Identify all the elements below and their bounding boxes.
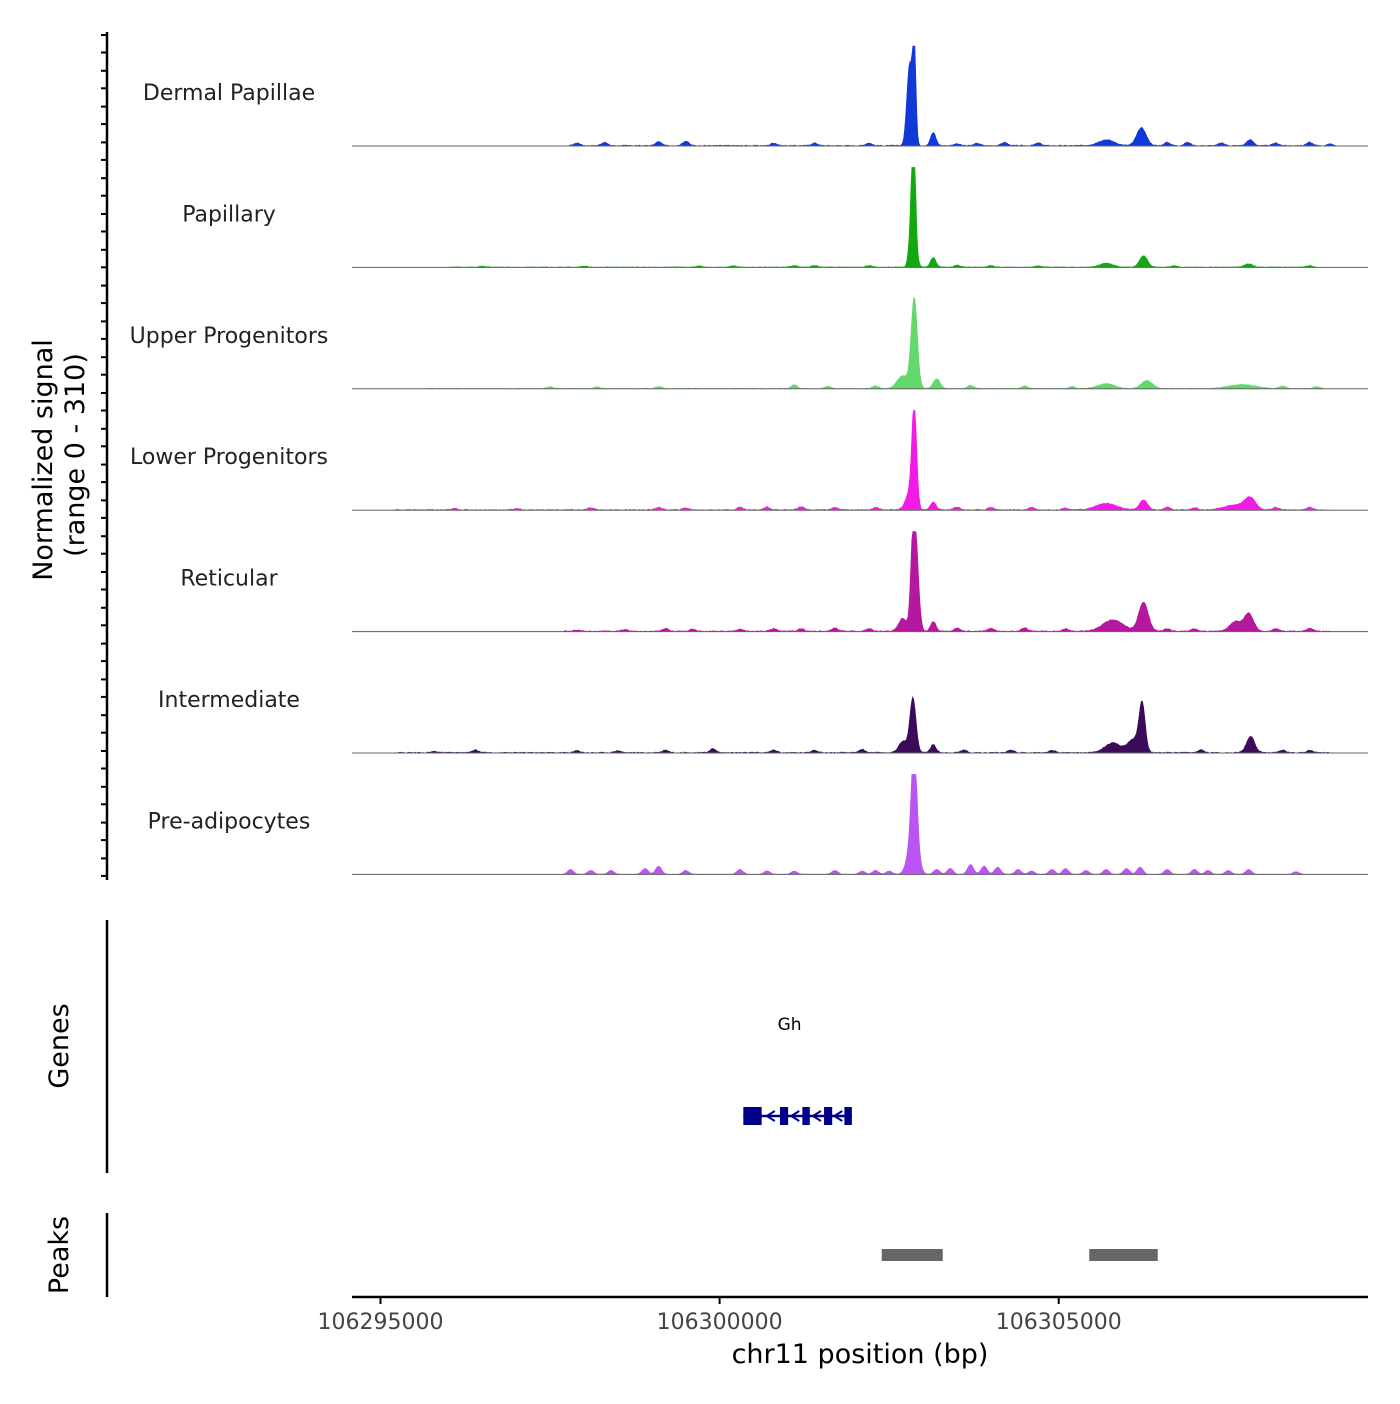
y-axis-range-label: (range 0 - 310) [60,353,91,557]
strand-arrow [811,1110,822,1122]
track-label-upper-progenitors: Upper Progenitors [130,324,329,349]
gene-exon [824,1107,833,1125]
gene-gh: Gh [743,1015,852,1125]
track-intermediate: Intermediate [158,688,1368,754]
coverage-y-axis-ticks [101,34,107,877]
track-reticular: Reticular [180,531,1368,633]
track-label-lower-progenitors: Lower Progenitors [130,445,328,470]
track-lower-progenitors: Lower Progenitors [130,409,1368,511]
y-axis-title: Normalized signal [28,339,59,581]
x-axis-title: chr11 position (bp) [732,1339,989,1370]
peak-track [881,1249,1158,1261]
signal-area-papillary [352,167,1368,268]
peak-region [881,1249,943,1261]
signal-area-reticular [352,531,1368,632]
track-dermal-papillae: Dermal Papillae [143,45,1368,147]
signal-area-upper-progenitors [352,296,1368,390]
strand-arrow [764,1110,776,1122]
track-pre-adipocytes: Pre-adipocytes [148,774,1368,875]
signal-area-dermal-papillae [352,45,1368,147]
track-papillary: Papillary [182,167,1368,268]
strand-arrow [789,1110,800,1122]
gene-exon [844,1107,852,1125]
strand-arrow [832,1110,843,1122]
track-label-dermal-papillae: Dermal Papillae [143,81,315,106]
track-label-reticular: Reticular [180,567,278,592]
gene-exon [743,1107,762,1125]
track-label-papillary: Papillary [182,202,276,227]
genes-track-label: Genes [44,1003,75,1088]
x-axis-tick-label: 106300000 [657,1310,783,1335]
peak-region [1089,1249,1158,1261]
x-axis-tick-label: 106295000 [317,1310,443,1335]
signal-area-lower-progenitors [352,409,1368,511]
signal-area-intermediate [352,695,1368,754]
peaks-track-label: Peaks [44,1216,75,1294]
gene-exon [802,1107,810,1125]
gene-track: Gh [743,1015,852,1125]
coverage-tracks: Dermal Papillae Papillary Upper Progenitor… [130,45,1368,875]
track-label-pre-adipocytes: Pre-adipocytes [148,809,311,834]
track-upper-progenitors: Upper Progenitors [130,296,1368,390]
x-axis-ticks: 106295000 106300000 106305000 [317,1297,1122,1335]
signal-area-pre-adipocytes [352,774,1368,875]
gene-name-label: Gh [778,1015,802,1035]
track-label-intermediate: Intermediate [158,688,300,713]
gene-exon [779,1107,789,1125]
x-axis-tick-label: 106305000 [996,1310,1122,1335]
